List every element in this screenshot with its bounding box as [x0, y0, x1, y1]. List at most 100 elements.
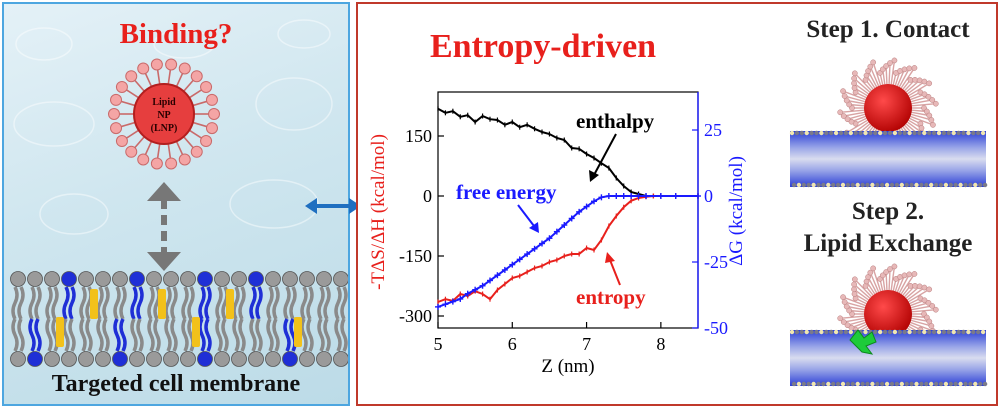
membrane-headgroup — [831, 182, 836, 188]
lnp-lipid-tail — [133, 79, 145, 92]
nanoparticle-ligand — [890, 266, 896, 291]
nanoparticle-ligand-bead — [865, 68, 871, 74]
nanoparticle-ligand — [905, 285, 921, 299]
lnp-lipid-head — [165, 58, 178, 71]
cholesterol — [226, 289, 234, 319]
membrane-tail — [34, 286, 42, 320]
nanoparticle-ligand — [869, 66, 880, 87]
membrane-headgroup — [927, 130, 932, 136]
membrane-headgroup — [789, 329, 795, 335]
membrane-headgroup — [806, 381, 811, 387]
membrane-headgroup — [922, 329, 927, 335]
membrane-headgroup — [821, 381, 826, 387]
nanoparticle-ligand — [842, 90, 866, 101]
nanoparticle-ligand-bead — [916, 77, 923, 84]
membrane-headgroup — [931, 130, 937, 136]
membrane-headgroup — [880, 182, 885, 188]
membrane-tail — [249, 286, 257, 320]
membrane-headgroup — [929, 381, 934, 387]
nanoparticle-ligand-bead — [928, 323, 935, 329]
nanoparticle-ligand — [910, 113, 932, 121]
membrane-headgroup — [946, 329, 951, 335]
lnp-lipid-head — [125, 145, 138, 158]
nanoparticle-ligand-bead — [851, 70, 858, 77]
membrane-headgroup — [971, 130, 976, 136]
nanoparticle-ligand — [890, 60, 896, 85]
membrane-headgroup — [845, 182, 851, 188]
membrane-headgroup — [966, 329, 971, 335]
membrane-head — [61, 351, 77, 367]
membrane-headgroup — [973, 182, 978, 188]
membrane-headgroup — [943, 381, 949, 387]
cholesterol — [294, 317, 302, 347]
nanoparticle-ligand-bead — [921, 78, 928, 85]
lnp-lipid-tail — [120, 100, 136, 107]
membrane-headgroup — [892, 329, 898, 335]
membrane-tail — [96, 318, 104, 352]
membrane-headgroup — [968, 381, 973, 387]
membrane-headgroup — [980, 329, 986, 335]
nanoparticle-ligand-bead — [837, 109, 844, 116]
nanoparticle-ligand — [872, 268, 882, 292]
membrane-headgroup — [907, 329, 912, 335]
nanoparticle-ligand-bead — [921, 297, 928, 304]
nanoparticle-ligand — [911, 317, 930, 323]
membrane-headgroup — [816, 182, 821, 188]
membrane-head — [27, 271, 43, 287]
membrane-headgroup — [902, 329, 907, 335]
membrane-headgroup — [924, 182, 929, 188]
membrane-headgroup — [958, 381, 963, 387]
nanoparticle-ligand-bead — [932, 306, 939, 313]
membrane-headgroup — [809, 130, 814, 136]
membrane-headgroup — [873, 130, 878, 136]
membrane-tail — [266, 318, 274, 352]
lnp-lipid-tail — [144, 140, 153, 156]
membrane-tail — [232, 318, 240, 352]
membrane-headgroup — [976, 329, 981, 335]
nanoparticle-ligand — [846, 305, 865, 311]
membrane-headgroup — [831, 381, 836, 387]
nanoparticle-ligand-bead — [840, 294, 846, 300]
energy-chart: 5 6 7 8 150 0 -150 -300 25 0 -25 -50 Z (nm) -TΔS/ΔH… — [368, 91, 728, 377]
membrane-headgroup — [931, 329, 937, 335]
membrane-slab — [790, 330, 986, 386]
membrane-tail — [249, 318, 257, 352]
membrane-headgroup — [882, 130, 888, 136]
membrane-headgroup — [924, 381, 929, 387]
lnp-lipid-head — [190, 70, 203, 83]
nanoparticle-ligand — [840, 109, 865, 113]
membrane-tail — [255, 318, 263, 352]
nanoparticle-ligand-bead — [851, 276, 858, 283]
lnp-lipid-tail — [183, 136, 195, 149]
nanoparticle-ligand — [885, 272, 888, 291]
membrane-head — [248, 271, 264, 287]
lnp-lipid-tail — [192, 100, 208, 107]
nanoparticle-ligand-bead — [883, 269, 889, 275]
membrane-headgroup — [919, 381, 924, 387]
nanoparticle-ligand-bead — [867, 269, 874, 276]
lnp-lipid-tail — [188, 129, 203, 140]
nanoparticle-ligand — [908, 288, 930, 303]
membrane-head — [282, 351, 298, 367]
connector-arrow — [305, 198, 361, 214]
lnp-lipid-head — [137, 153, 150, 166]
nanoparticle-ligand — [905, 79, 921, 93]
nanoparticle-ligand — [910, 319, 932, 327]
nanoparticle-ligand-bead — [930, 122, 936, 128]
lnp-lipid-tail — [183, 79, 195, 92]
membrane-tail — [232, 286, 240, 320]
nanoparticle-ligand-bead — [851, 286, 857, 293]
membrane-headgroup — [884, 182, 890, 188]
annotation-free-energy: free energy — [456, 180, 557, 204]
y-right-tick-label: 25 — [704, 120, 722, 140]
membrane-tail — [17, 286, 25, 320]
nanoparticle-ligand-bead — [925, 93, 932, 100]
membrane-headgroup — [929, 182, 934, 188]
nanoparticle-ligand-bead — [912, 282, 918, 289]
membrane-tail — [119, 286, 127, 320]
membrane-headgroup — [801, 182, 806, 188]
membrane-headgroup — [826, 182, 831, 188]
nanoparticle-ligand — [844, 301, 866, 309]
membrane-head — [214, 351, 230, 367]
membrane-tail — [136, 318, 144, 352]
